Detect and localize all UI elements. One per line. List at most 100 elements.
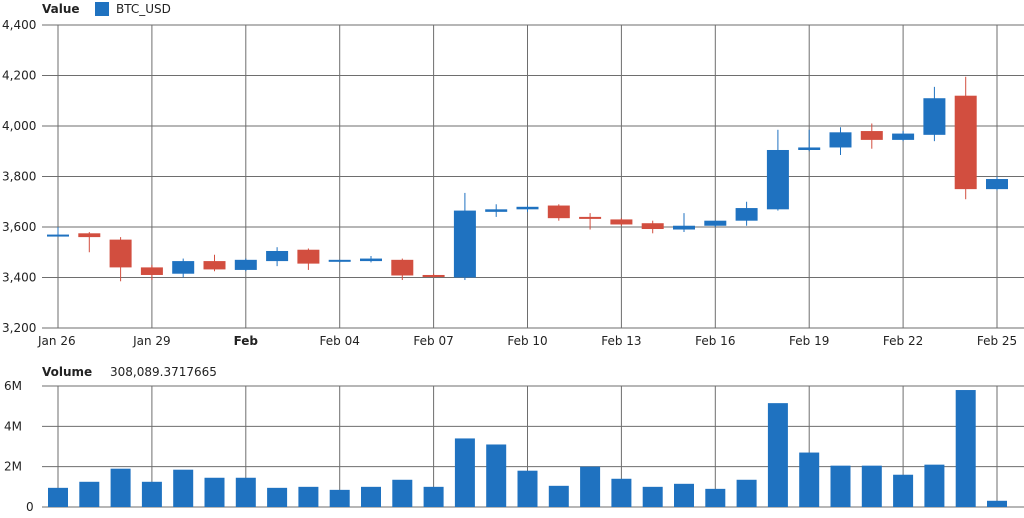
candle-body bbox=[923, 98, 946, 135]
candle bbox=[109, 237, 132, 282]
candle-body bbox=[422, 274, 445, 277]
volume-bar bbox=[767, 403, 788, 507]
candle bbox=[954, 76, 977, 200]
volume-y-tick-label: 0 bbox=[26, 500, 34, 514]
volume-bar bbox=[173, 469, 194, 507]
candle bbox=[516, 205, 539, 212]
candle bbox=[297, 248, 320, 270]
price-y-tick-label: 3,200 bbox=[2, 321, 36, 335]
volume-header-label: Volume bbox=[42, 365, 92, 379]
price-y-tick-label: 3,600 bbox=[2, 220, 36, 234]
volume-y-tick-label: 6M bbox=[4, 379, 22, 393]
candle-body bbox=[140, 267, 163, 275]
candle bbox=[673, 213, 695, 233]
x-tick-label: Feb bbox=[234, 334, 259, 348]
candle bbox=[735, 201, 758, 226]
volume-bar bbox=[580, 466, 601, 507]
candle bbox=[172, 258, 195, 278]
volume-bar bbox=[987, 500, 1007, 507]
candlestick-series bbox=[47, 76, 1008, 282]
x-tick-label: Feb 13 bbox=[601, 334, 641, 348]
x-tick-label: Jan 29 bbox=[132, 334, 171, 348]
volume-bar bbox=[267, 487, 288, 507]
candle bbox=[203, 254, 226, 272]
candle-body bbox=[360, 258, 382, 262]
x-tick-label: Feb 22 bbox=[883, 334, 923, 348]
candle-body bbox=[829, 132, 852, 148]
volume-bar bbox=[392, 479, 413, 507]
candle-body bbox=[203, 261, 226, 270]
candle bbox=[47, 227, 69, 237]
candle bbox=[266, 247, 289, 267]
volume-bar bbox=[517, 470, 538, 507]
volume-bars bbox=[48, 390, 1007, 507]
volume-bar bbox=[861, 465, 882, 507]
candle-body bbox=[766, 149, 789, 210]
candle bbox=[78, 232, 101, 253]
candle-body bbox=[954, 95, 977, 190]
candle bbox=[391, 258, 414, 281]
candle bbox=[986, 176, 1008, 191]
price-y-tick-label: 4,200 bbox=[2, 69, 36, 83]
candle-body bbox=[547, 205, 570, 219]
candle bbox=[140, 264, 163, 281]
volume-bar bbox=[235, 477, 256, 507]
candle-body bbox=[78, 233, 101, 238]
candle bbox=[610, 218, 633, 226]
volume-y-tick-label: 4M bbox=[4, 419, 22, 433]
price-y-tick-label: 3,800 bbox=[2, 170, 36, 184]
x-tick-label: Feb 07 bbox=[413, 334, 453, 348]
x-tick-label: Feb 16 bbox=[695, 334, 735, 348]
candle bbox=[798, 129, 821, 152]
volume-bar bbox=[48, 487, 68, 507]
candle-body bbox=[234, 259, 257, 270]
candle-body bbox=[172, 261, 195, 274]
volume-bar bbox=[329, 489, 350, 507]
legend-series-label[interactable]: BTC_USD bbox=[116, 2, 171, 16]
volume-bar bbox=[955, 390, 976, 507]
candle-body bbox=[485, 209, 508, 212]
candle-body bbox=[579, 216, 602, 219]
volume-y-tick-label: 2M bbox=[4, 460, 22, 474]
candle-body bbox=[610, 219, 633, 225]
volume-bar bbox=[141, 481, 162, 507]
candle-body bbox=[798, 147, 821, 150]
volume-bar bbox=[705, 488, 726, 507]
candle-body bbox=[892, 133, 915, 140]
x-tick-label: Feb 10 bbox=[507, 334, 547, 348]
volume-bar bbox=[110, 468, 131, 507]
volume-bar bbox=[298, 486, 319, 507]
candle-body bbox=[860, 131, 883, 140]
candle-body bbox=[391, 259, 414, 276]
price-y-tick-label: 3,400 bbox=[2, 271, 36, 285]
candle-body bbox=[453, 210, 476, 278]
volume-bar bbox=[642, 486, 663, 507]
candle bbox=[892, 131, 915, 142]
date-x-axis: Jan 26 Jan 29 Feb Feb 04 Feb 07 Feb 10 Feb 13 F… bbox=[37, 334, 1017, 348]
volume-y-axis: 0 2M 4M 6M bbox=[4, 379, 34, 514]
price-grid bbox=[42, 24, 1024, 329]
candle-body bbox=[47, 234, 69, 237]
volume-bar bbox=[423, 486, 444, 507]
volume-bar bbox=[736, 479, 757, 507]
volume-bar bbox=[830, 465, 851, 507]
candle bbox=[234, 258, 257, 272]
volume-bar bbox=[486, 444, 507, 507]
volume-bar bbox=[674, 483, 694, 507]
volume-bar bbox=[924, 464, 945, 507]
candle bbox=[579, 213, 602, 230]
candle-body bbox=[673, 225, 695, 230]
candle bbox=[860, 123, 883, 149]
candle-body bbox=[516, 206, 539, 210]
candle bbox=[641, 220, 664, 234]
x-tick-label: Feb 04 bbox=[320, 334, 360, 348]
candle bbox=[704, 220, 727, 227]
candle-body bbox=[704, 220, 727, 226]
volume-bar bbox=[79, 481, 100, 507]
volume-bar bbox=[548, 485, 569, 507]
candle-body bbox=[109, 239, 132, 268]
candle bbox=[923, 86, 946, 142]
volume-bar bbox=[611, 478, 632, 507]
candle bbox=[453, 192, 476, 281]
candle-body bbox=[266, 250, 289, 262]
